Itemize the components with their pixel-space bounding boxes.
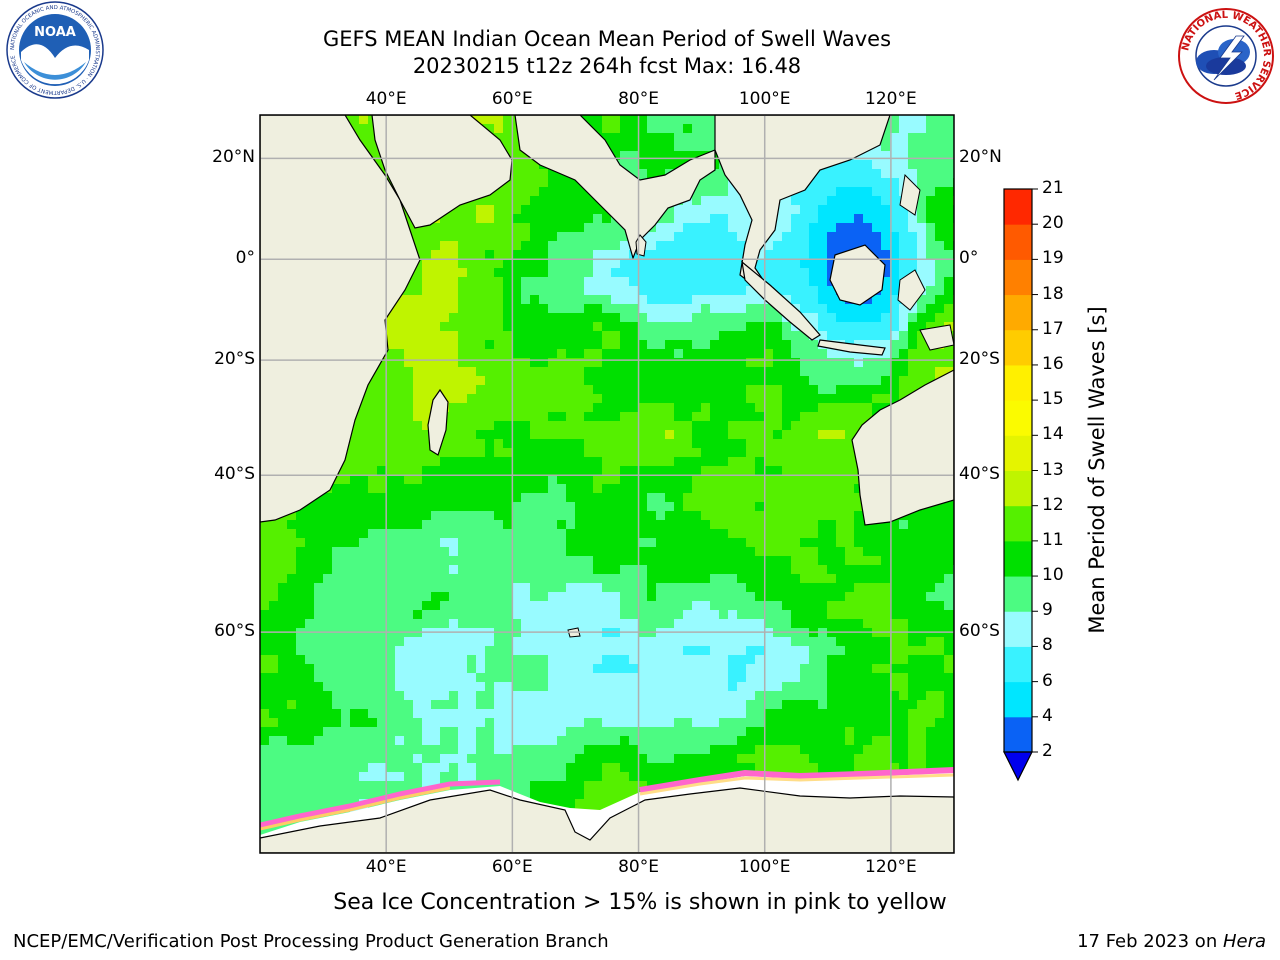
left-lat-label: 60°S: [214, 621, 255, 642]
colorbar-tick-label: 20: [1042, 213, 1064, 234]
right-lat-label: 60°S: [959, 621, 1000, 642]
colorbar-segment: [1004, 400, 1032, 436]
colorbar-tick-label: 17: [1042, 318, 1064, 339]
madagascar-land: [427, 388, 449, 456]
colorbar-segment: [1004, 364, 1032, 401]
colorbar-label: Mean Period of Swell Waves [s]: [1085, 306, 1109, 634]
left-lat-label: 0°: [235, 248, 255, 269]
colorbar-segment: [1004, 259, 1032, 296]
colorbar-tick-label: 18: [1042, 283, 1064, 304]
colorbar-segment: [1004, 540, 1032, 577]
colorbar-tick-label: 11: [1042, 529, 1064, 550]
colorbar-segment: [1004, 329, 1032, 366]
australia-land: [851, 369, 954, 526]
antarctica-land: [260, 787, 954, 853]
map-frame: [259, 114, 955, 854]
footer-credit: NCEP/EMC/Verification Post Processing Pr…: [13, 931, 609, 952]
bottom-lon-label: 100°E: [738, 857, 791, 877]
bottom-lon-label: 40°E: [365, 857, 407, 877]
left-lat-label: 20°N: [212, 147, 255, 168]
colorbar-tick-label: 12: [1042, 494, 1064, 515]
colorbar-tick-label: 19: [1042, 248, 1064, 269]
bottom-lon-label: 120°E: [865, 857, 917, 877]
top-lon-label: 60°E: [491, 89, 533, 109]
sea-ice-edge-west: [260, 779, 501, 828]
colorbar-segment: [1004, 681, 1032, 718]
right-lat-label: 20°N: [959, 147, 1002, 168]
sumatra-land: [741, 260, 821, 341]
left-lat-label: 20°S: [214, 349, 255, 370]
right-lat-label: 0°: [959, 248, 979, 269]
right-lat-label: 40°S: [959, 464, 1000, 485]
colorbar-segment: [1004, 294, 1032, 331]
colorbar-segment: [1004, 189, 1032, 225]
colorbar-tick-label: 6: [1042, 670, 1053, 691]
colorbar-segment: [1004, 224, 1032, 260]
sea-ice-caption: Sea Ice Concentration > 15% is shown in …: [333, 890, 947, 915]
colorbar-tick-label: 15: [1042, 389, 1064, 410]
colorbar-tick-label: 4: [1042, 705, 1053, 726]
right-lat-label: 20°S: [959, 349, 1000, 370]
colorbar-segment: [1004, 611, 1032, 647]
colorbar-tick-label: 2: [1042, 741, 1053, 761]
noaa-logo-icon: NATIONAL OCEANIC AND ATMOSPHERIC ADMINIS…: [6, 1, 104, 99]
colorbar-tick-label: 10: [1042, 565, 1064, 586]
colorbar-segment: [1004, 470, 1032, 507]
bottom-lon-label: 60°E: [491, 857, 533, 877]
india-land: [514, 115, 716, 260]
colorbar-tick-label: 21: [1042, 178, 1064, 198]
colorbar-segment: [1004, 505, 1032, 542]
left-lat-label: 40°S: [214, 464, 255, 485]
top-lon-label: 100°E: [738, 89, 791, 109]
colorbar-tick-label: 9: [1042, 600, 1053, 621]
colorbar-segment: [1004, 646, 1032, 683]
colorbar-segment: [1004, 576, 1032, 612]
colorbar-segment: [1004, 435, 1032, 471]
arabia-land: [371, 115, 513, 229]
colorbar: [1003, 188, 1038, 782]
colorbar-tick-label: 8: [1042, 635, 1053, 656]
footer-date: 17 Feb 2023 on Hera: [1077, 931, 1266, 952]
colorbar-tick-label: 16: [1042, 353, 1064, 374]
colorbar-tick-label: 14: [1042, 424, 1064, 445]
colorbar-tick-label: 13: [1042, 459, 1064, 480]
borneo-land: [829, 244, 886, 306]
chart-title: GEFS MEAN Indian Ocean Mean Period of Sw…: [322, 27, 892, 51]
noaa-logo-text: NOAA: [34, 25, 76, 40]
graticule: [260, 115, 954, 853]
colorbar-segment: [1004, 716, 1032, 753]
chart-subtitle: 20230215 t12z 264h fcst Max: 16.48: [412, 54, 802, 78]
nws-logo-icon: NATIONAL WEATHER SERVICE: [1178, 8, 1274, 104]
top-lon-label: 40°E: [365, 89, 407, 109]
colorbar-extend-arrow: [1003, 751, 1033, 782]
top-lon-label: 80°E: [618, 89, 659, 109]
top-lon-label: 120°E: [865, 89, 917, 109]
sea-ice-edge-east: [639, 767, 954, 793]
bottom-lon-label: 80°E: [618, 857, 659, 877]
